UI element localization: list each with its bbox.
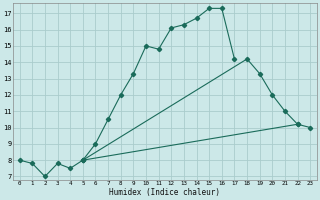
X-axis label: Humidex (Indice chaleur): Humidex (Indice chaleur) (109, 188, 220, 197)
